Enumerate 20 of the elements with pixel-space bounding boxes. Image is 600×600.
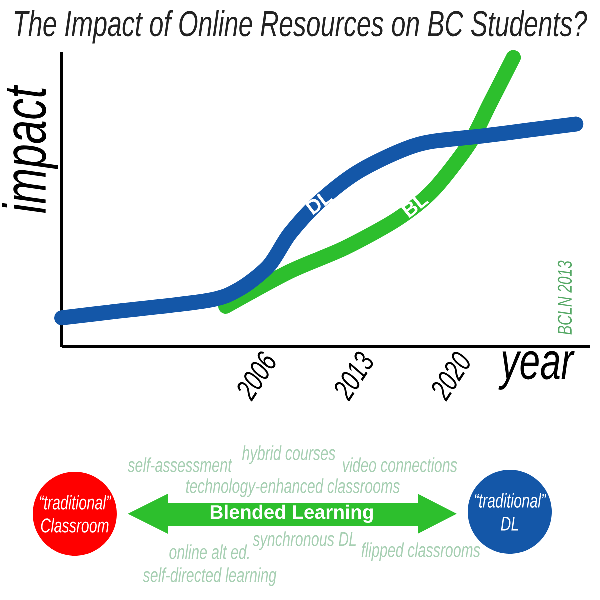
annotation: BCLN 2013 [558,260,572,335]
text: DL [305,194,334,216]
text: online alt ed. [170,544,250,560]
y-axis-title: impact [2,85,58,214]
x-tick-label: 2006 [238,352,276,402]
text: technology-enhanced classrooms [186,478,400,498]
chart-title: The Impact of Online Resources on BC Students? [14,10,588,44]
text: self-directed learning [143,568,277,586]
x-tick-label: 2013 [335,352,374,402]
x-tick-label: 2020 [432,352,470,402]
text: synchronous DL [253,532,356,550]
text: hybrid courses [242,446,336,464]
text: video connections [343,458,458,472]
text: flipped classrooms [362,542,480,562]
x-axis-title: year [498,351,575,390]
text: self-assessment [128,458,233,472]
text: Blended Learning [210,504,374,524]
text: “traditional” Classroom [40,495,112,533]
text: BL [401,196,430,218]
text: “traditional” DL [475,493,547,531]
